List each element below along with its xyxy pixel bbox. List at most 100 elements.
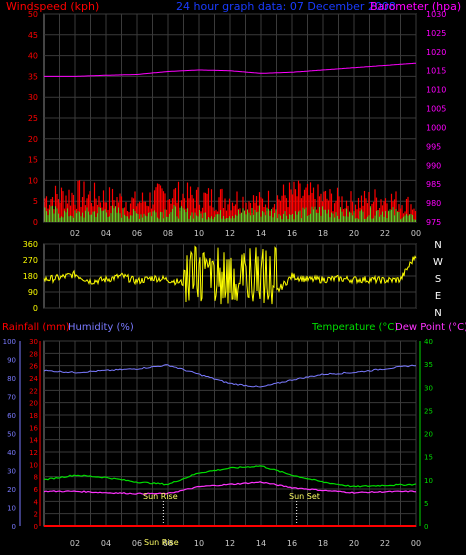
direction-ytick: 0 [33, 304, 38, 313]
direction-ytick: 90 [28, 288, 38, 297]
temp-xtick: 20 [349, 539, 359, 548]
temp-ytick: 15 [424, 454, 433, 462]
temp-xtick: 16 [287, 539, 297, 548]
wind-ytick: 35 [28, 72, 38, 81]
wind-ytick: 50 [28, 10, 38, 19]
wind-ytick: 40 [28, 52, 38, 61]
humidity-ytick: 0 [12, 523, 16, 531]
temp-ytick: 20 [424, 431, 433, 439]
dewpoint-line [43, 481, 417, 495]
temperature-label: Temperature (°C) [311, 322, 398, 333]
baro-ytick: 990 [426, 161, 441, 170]
rain-ytick: 12 [29, 449, 38, 457]
temp-xtick: 10 [194, 539, 204, 548]
temp-xtick: 04 [101, 539, 111, 548]
rain-ytick: 16 [29, 424, 38, 432]
wind-ytick: 30 [28, 93, 38, 102]
humidity-ytick: 20 [7, 486, 16, 494]
wind-xtick: 14 [256, 229, 266, 238]
temp-xtick: 18 [318, 539, 328, 548]
wind-xtick: 04 [101, 229, 111, 238]
wind-baro-panel: 0510152025303540455097598098599099510001… [28, 10, 447, 238]
rain-ytick: 8 [34, 474, 38, 482]
baro-line [44, 62, 417, 77]
compass-label: W [433, 257, 443, 268]
wind-xtick: 16 [287, 229, 297, 238]
temp-ytick: 10 [424, 477, 433, 485]
baro-ytick: 1030 [426, 10, 446, 19]
wind-xtick: 20 [349, 229, 359, 238]
humidity-ytick: 70 [7, 394, 16, 402]
baro-ytick: 1010 [426, 86, 446, 95]
humidity-ytick: 40 [7, 449, 16, 457]
humidity-ytick: 100 [3, 338, 16, 346]
direction-ytick: 180 [23, 272, 38, 281]
humidity-ytick: 90 [7, 357, 16, 365]
baro-ytick: 1000 [426, 123, 446, 132]
compass-label: N [434, 308, 441, 319]
baro-ytick: 1015 [426, 67, 446, 76]
humidity-label: Humidity (%) [68, 322, 134, 333]
rain-ytick: 28 [29, 350, 38, 358]
wind-xtick: 22 [380, 229, 390, 238]
temp-hum-panel: 0246810121416182022242628300102030405060… [3, 338, 433, 548]
sunset-label: Sun Set [289, 492, 320, 501]
humidity-ytick: 50 [7, 431, 16, 439]
humidity-ytick: 10 [7, 505, 16, 513]
temp-ytick: 0 [424, 523, 428, 531]
temp-ytick: 5 [424, 500, 428, 508]
rain-ytick: 2 [34, 511, 38, 519]
temp-xtick: 02 [70, 539, 80, 548]
rain-ytick: 30 [29, 338, 38, 346]
direction-ytick: 360 [23, 240, 38, 249]
temp-ytick: 30 [424, 384, 433, 392]
sunrise-label: Sun Rise [143, 492, 178, 501]
chart-date-title: 24 hour graph data: 07 December 2008 [176, 0, 396, 13]
wind-xtick: 00 [411, 229, 421, 238]
wind-ytick: 15 [28, 156, 38, 165]
wind-ytick: 25 [28, 114, 38, 123]
compass-label: N [434, 240, 441, 251]
wind-xtick: 08 [163, 229, 173, 238]
wind-ytick: 5 [33, 197, 38, 206]
rain-label: Rainfall (mm) [2, 322, 70, 333]
rain-ytick: 4 [34, 498, 39, 506]
rain-ytick: 22 [29, 387, 38, 395]
wind-ytick: 10 [28, 176, 38, 185]
humidity-ytick: 60 [7, 412, 16, 420]
temp-xtick: 08 [163, 539, 173, 548]
temp-xtick: 06 [132, 539, 142, 548]
direction-ytick: 270 [23, 256, 38, 265]
humidity-ytick: 30 [7, 468, 16, 476]
wind-xtick: 12 [225, 229, 235, 238]
rain-ytick: 24 [29, 375, 38, 383]
rain-ytick: 10 [29, 461, 38, 469]
baro-title: Barometer (hpa) [370, 0, 461, 13]
wind-ytick: 20 [28, 135, 38, 144]
rain-ytick: 0 [34, 523, 38, 531]
baro-ytick: 1005 [426, 105, 446, 114]
humidity-line [43, 364, 416, 388]
rain-ytick: 18 [29, 412, 38, 420]
temp-ytick: 25 [424, 407, 433, 415]
rain-ytick: 26 [29, 363, 38, 371]
baro-ytick: 975 [426, 218, 441, 227]
baro-ytick: 1025 [426, 29, 446, 38]
temp-xtick: 00 [411, 539, 421, 548]
wind-xtick: 18 [318, 229, 328, 238]
temp-xtick: 12 [225, 539, 235, 548]
temperature-line [43, 465, 417, 488]
compass-label: S [435, 274, 441, 285]
avg-series [44, 205, 416, 222]
baro-ytick: 985 [426, 180, 441, 189]
temp-xtick: 14 [256, 539, 266, 548]
baro-ytick: 995 [426, 142, 441, 151]
wind-title: Windspeed (kph) [6, 0, 99, 13]
temp-ytick: 40 [424, 338, 433, 346]
compass-label: E [435, 291, 441, 302]
rain-ytick: 14 [29, 437, 38, 445]
direction-line [43, 245, 417, 305]
